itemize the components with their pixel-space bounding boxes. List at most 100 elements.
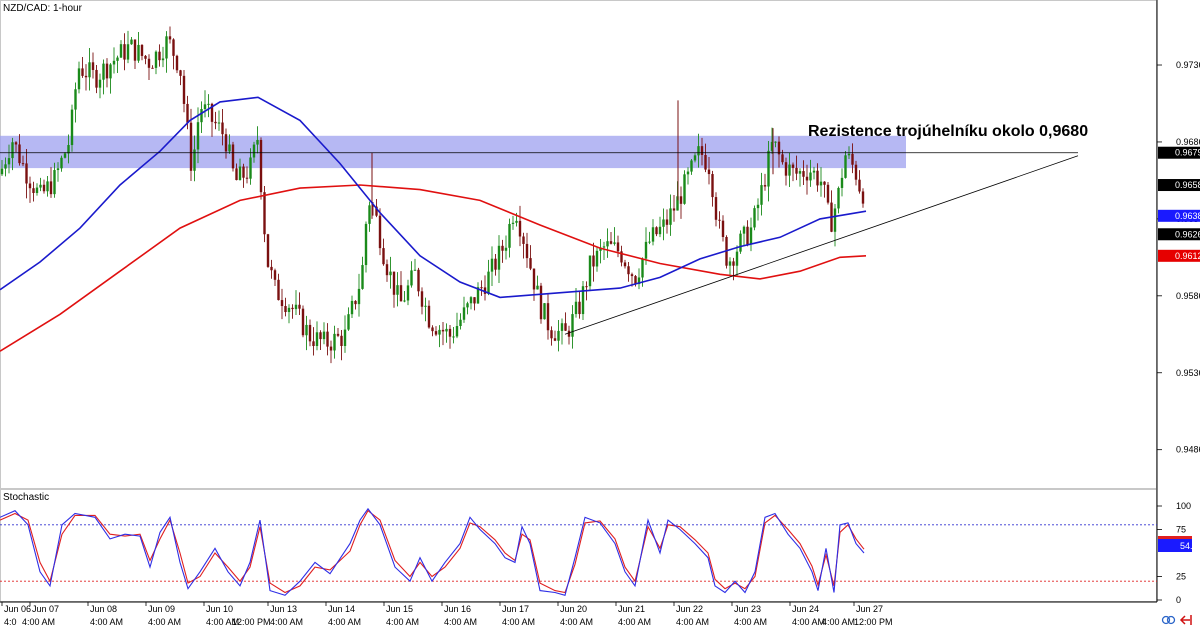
candle-body <box>207 103 210 105</box>
candle-body <box>448 328 452 337</box>
candle-body <box>452 336 455 338</box>
stochastic-badge-red-strip <box>1158 536 1192 539</box>
stochastic-label: Stochastic <box>3 492 49 503</box>
candle-body <box>578 301 581 315</box>
candle-body <box>231 144 235 169</box>
candle-body <box>256 139 259 145</box>
price-badges: 0.9679 0.9658 0.9638 0.9626 0.9612 <box>1158 146 1200 262</box>
candle-body <box>144 55 147 59</box>
candle-body <box>819 181 823 186</box>
candle-body <box>588 255 592 287</box>
candle-body <box>791 164 795 168</box>
candle-body <box>658 226 662 235</box>
price-badge-label: 0.9658 <box>1175 180 1200 190</box>
candle-body <box>480 287 483 289</box>
candle-body <box>802 171 805 177</box>
candle-body <box>333 333 336 351</box>
stochastic-tick-label: 100 <box>1176 501 1191 511</box>
candle-body <box>459 319 462 327</box>
candle-body <box>756 204 760 209</box>
candle-body <box>77 68 81 90</box>
candle-body <box>833 208 837 232</box>
candle-body <box>319 332 322 340</box>
candle-body <box>574 301 578 315</box>
candle-body <box>515 220 518 223</box>
date-label: Jun 14 <box>328 604 355 614</box>
candle-body <box>585 286 588 288</box>
candle-body <box>119 44 123 58</box>
candle-body <box>767 150 770 187</box>
candle-body <box>623 262 627 267</box>
link-icon[interactable] <box>1161 615 1176 625</box>
candle-body <box>854 164 858 180</box>
candle-body <box>816 170 819 186</box>
candle-body <box>413 269 417 271</box>
candle-body <box>431 327 434 332</box>
candle-body <box>242 166 245 178</box>
candle-body <box>266 234 270 267</box>
candle-body <box>564 323 567 331</box>
candle-body <box>812 170 816 173</box>
candle-body <box>606 241 609 247</box>
price-badge <box>1158 146 1200 159</box>
close-arrow-icon[interactable] <box>1179 615 1192 625</box>
candle-body <box>371 205 375 207</box>
candle-body <box>46 181 49 192</box>
candle-body <box>665 219 669 225</box>
candle-body <box>270 266 273 271</box>
stochastic-badge-value: 54.11 <box>1180 541 1200 551</box>
candle-body <box>462 307 466 320</box>
candle-body <box>35 187 39 193</box>
candle-body <box>707 169 711 175</box>
candle-body <box>504 247 508 251</box>
candle-body <box>67 145 70 154</box>
date-label: Jun 09 <box>148 604 175 614</box>
candle-body <box>263 192 266 235</box>
candle-body <box>483 287 487 294</box>
candle-body <box>343 329 347 346</box>
candle-body <box>403 300 406 302</box>
time-label: 4:00 AM <box>560 617 593 627</box>
candle-body <box>284 306 287 313</box>
date-label: Jun 23 <box>734 604 761 614</box>
candle-body <box>742 226 746 234</box>
candle-body <box>172 39 175 56</box>
price-badge-label: 0.9679 <box>1175 148 1200 158</box>
candle-body <box>81 68 84 76</box>
candle-body <box>539 285 543 320</box>
candle-body <box>354 300 357 305</box>
candle-body <box>287 307 291 313</box>
price-badge <box>1158 209 1200 222</box>
date-label: Jun 21 <box>618 604 645 614</box>
candle-body <box>693 155 697 161</box>
candle-body <box>0 168 4 175</box>
candle-body <box>777 141 781 155</box>
candle-body <box>165 36 168 59</box>
price-tick-label: 0.9586 <box>1176 291 1200 301</box>
candle-body <box>704 154 707 170</box>
candle-body <box>494 258 497 270</box>
candle-body <box>109 64 112 79</box>
candle-body <box>438 329 441 335</box>
candle-body <box>42 184 46 192</box>
candle-body <box>784 162 788 176</box>
candle-body <box>672 208 676 211</box>
candle-body <box>571 314 574 337</box>
candle-body <box>161 58 165 61</box>
candle-body <box>151 67 154 69</box>
time-label: 12:00 PM <box>232 617 271 627</box>
candle-body <box>389 271 392 276</box>
candle-body <box>11 142 14 159</box>
time-label: 4:00 AM <box>444 617 477 627</box>
ascending-trendline[interactable] <box>564 155 1079 335</box>
candle-body <box>490 258 494 272</box>
candle-body <box>399 285 403 302</box>
time-label: 4:00 AM <box>792 617 825 627</box>
candle-body <box>536 285 539 290</box>
candle-body <box>714 197 718 220</box>
price-tick-label: 0.9486 <box>1176 445 1200 455</box>
candle-body <box>126 44 130 60</box>
candle-body <box>497 245 501 270</box>
date-label: Jun 24 <box>792 604 819 614</box>
candle-body <box>616 242 620 252</box>
